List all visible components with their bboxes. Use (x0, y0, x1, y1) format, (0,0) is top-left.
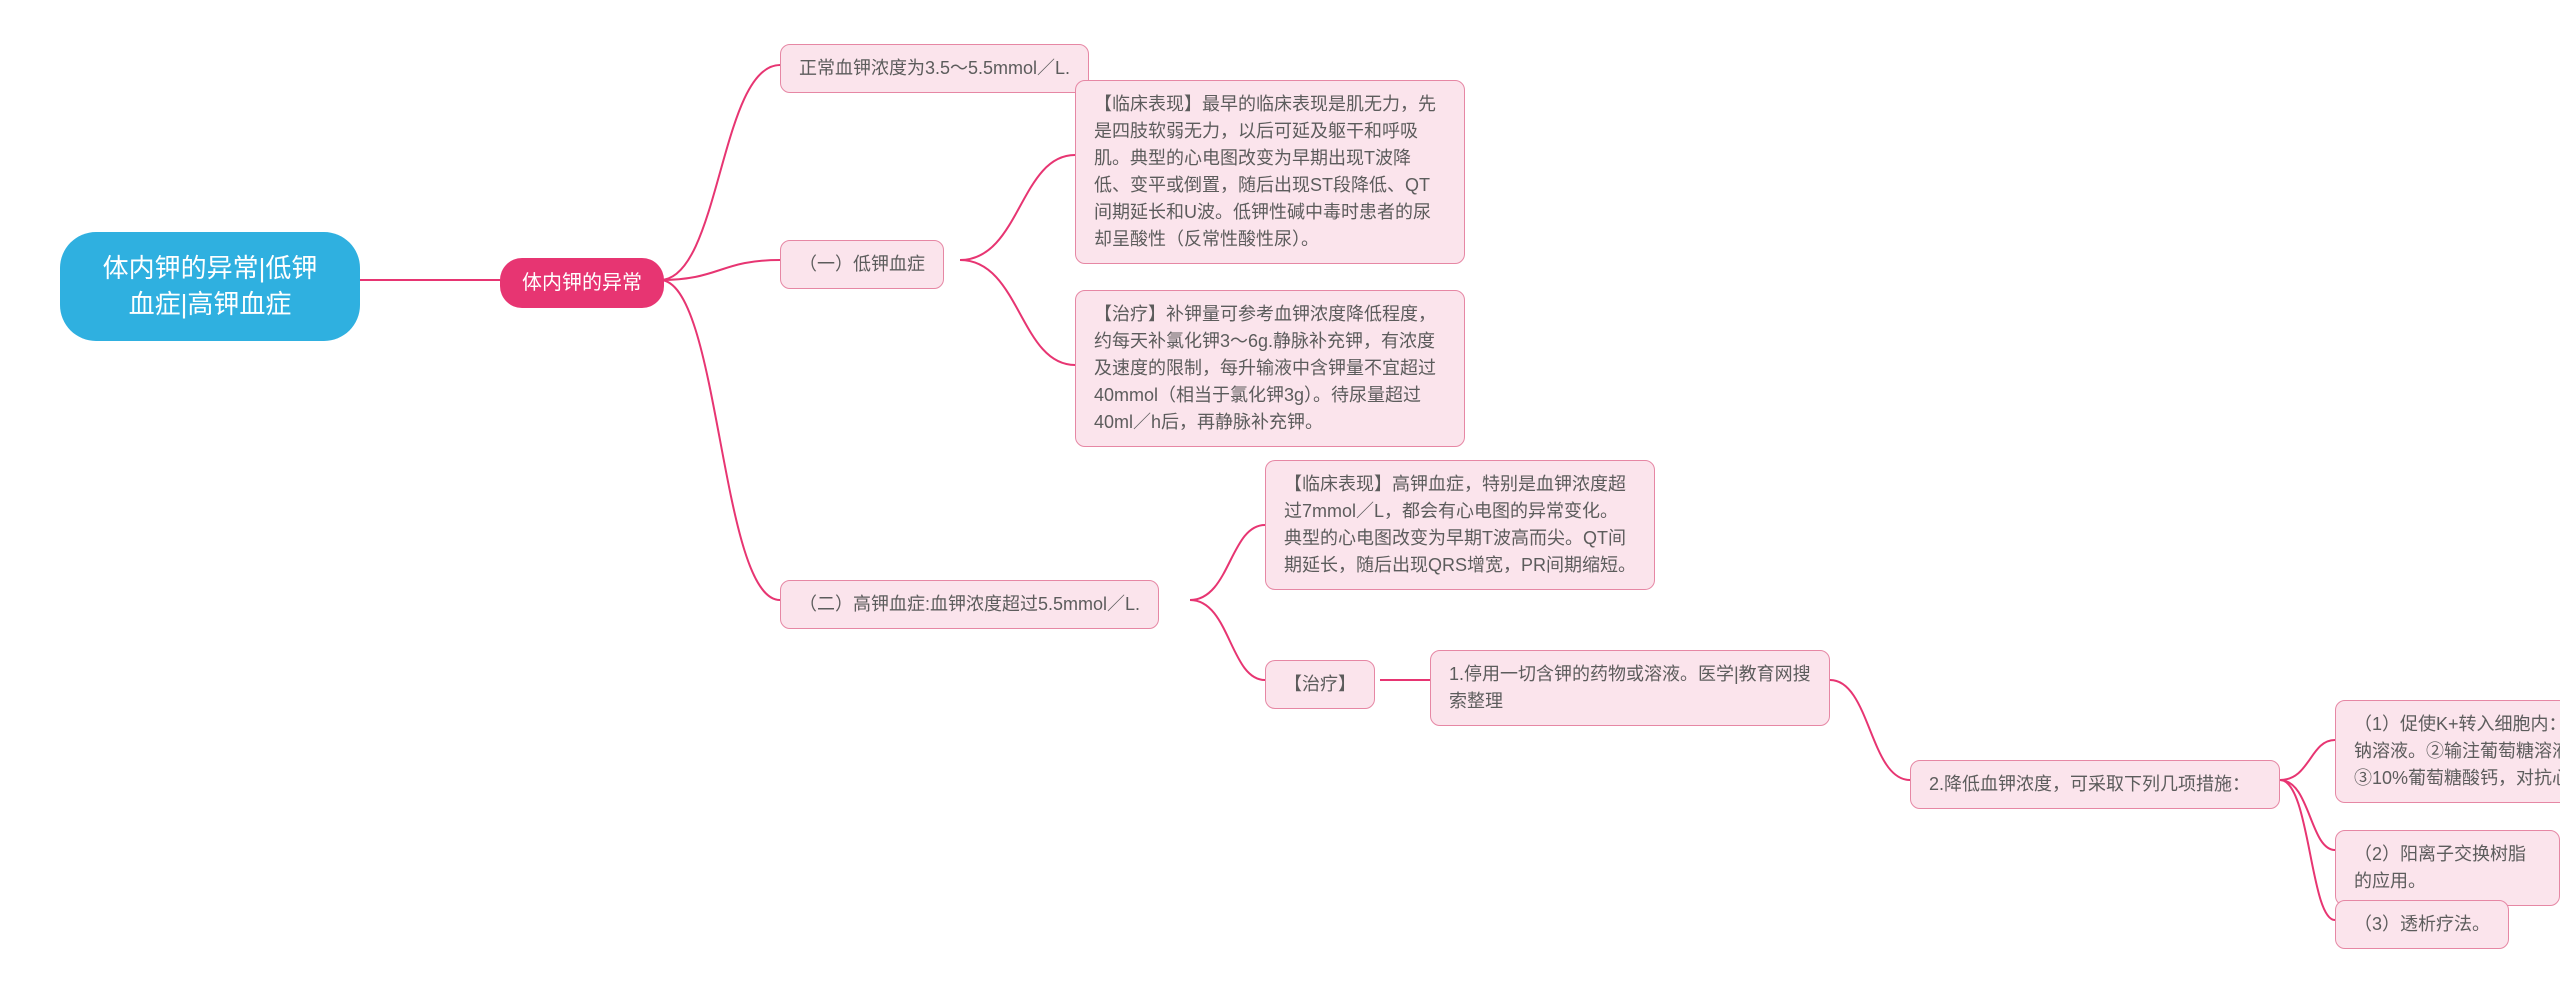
node-hyper-clinical[interactable]: 【临床表现】高钾血症，特别是血钾浓度超过7mmol／L，都会有心电图的异常变化。… (1265, 460, 1655, 590)
node-hypo-title[interactable]: （一）低钾血症 (780, 240, 944, 289)
level1-node[interactable]: 体内钾的异常 (500, 258, 664, 308)
node-hyper-title[interactable]: （二）高钾血症:血钾浓度超过5.5mmol／L. (780, 580, 1159, 629)
node-treatment-step2[interactable]: 2.降低血钾浓度，可采取下列几项措施： (1910, 760, 2280, 809)
node-hypo-clinical[interactable]: 【临床表现】最早的临床表现是肌无力，先是四肢软弱无力，以后可延及躯干和呼吸肌。典… (1075, 80, 1465, 264)
node-hyper-treatment-label[interactable]: 【治疗】 (1265, 660, 1375, 709)
node-measure-1[interactable]: （1）促使K+转入细胞内：①输注碳酸氢钠溶液。②输注葡萄糖溶液及胰岛素。③10%… (2335, 700, 2560, 803)
node-measure-2[interactable]: （2）阳离子交换树脂的应用。 (2335, 830, 2560, 906)
node-measure-3[interactable]: （3）透析疗法。 (2335, 900, 2509, 949)
node-hypo-treatment[interactable]: 【治疗】补钾量可参考血钾浓度降低程度，约每天补氯化钾3～6g.静脉补充钾，有浓度… (1075, 290, 1465, 447)
node-treatment-step1[interactable]: 1.停用一切含钾的药物或溶液。医学|教育网搜索整理 (1430, 650, 1830, 726)
mindmap-canvas: 体内钾的异常|低钾血症|高钾血症 体内钾的异常 正常血钾浓度为3.5～5.5mm… (0, 0, 2560, 994)
node-normal-k[interactable]: 正常血钾浓度为3.5～5.5mmol／L. (780, 44, 1089, 93)
root-node[interactable]: 体内钾的异常|低钾血症|高钾血症 (60, 232, 360, 341)
